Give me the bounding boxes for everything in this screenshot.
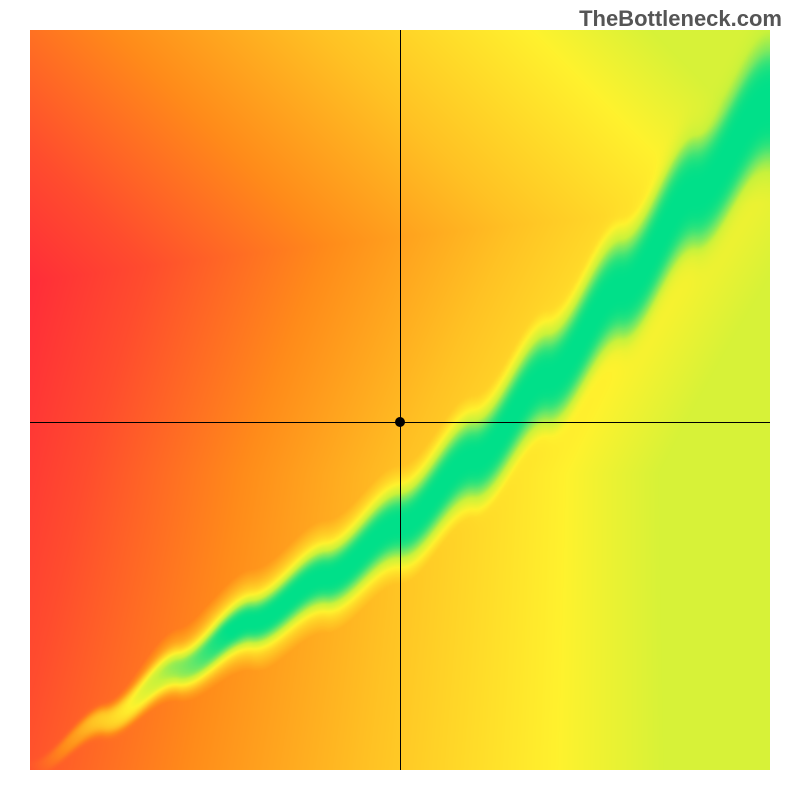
crosshair-vertical: [400, 30, 401, 770]
heatmap-area: [30, 30, 770, 770]
chart-container: TheBottleneck.com: [0, 0, 800, 800]
watermark-text: TheBottleneck.com: [579, 6, 782, 32]
crosshair-marker: [395, 417, 405, 427]
